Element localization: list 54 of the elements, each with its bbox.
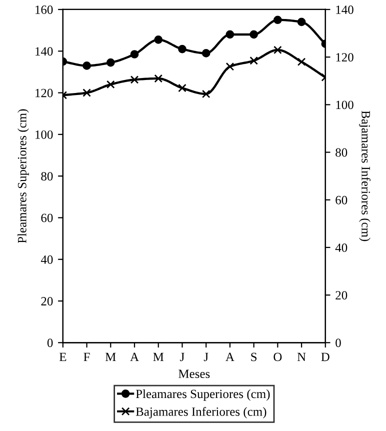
point <box>82 88 91 97</box>
x-tick-label: J <box>204 352 208 362</box>
point <box>106 58 115 67</box>
x-tick-label: A <box>226 352 234 362</box>
x-axis-title: Meses <box>178 370 210 378</box>
point <box>154 74 163 83</box>
x-tick-label: S <box>251 352 257 362</box>
x-tick-label: M <box>153 352 164 362</box>
point <box>154 36 163 44</box>
y-axis-title: Pleamares Superiores (cm) <box>18 109 29 244</box>
point <box>226 30 234 39</box>
point <box>202 49 210 58</box>
y-tick-label: 20 <box>41 297 53 306</box>
y-tick-label: 120 <box>36 88 53 98</box>
point <box>130 50 139 58</box>
y2-tick-label: 60 <box>336 196 348 204</box>
y2-tick-label: 140 <box>336 6 354 14</box>
x-tick-label: O <box>274 352 282 362</box>
point <box>202 90 210 98</box>
point <box>106 80 115 89</box>
x-tick-label: D <box>321 352 330 362</box>
point <box>250 56 258 65</box>
point <box>178 44 186 54</box>
y2-tick-label: 40 <box>335 243 348 252</box>
point <box>130 76 139 84</box>
y2-tick-label: 120 <box>336 53 354 62</box>
point <box>297 18 306 26</box>
point <box>274 16 282 24</box>
x-tick-label: F <box>84 352 90 362</box>
y-tick-label: 60 <box>41 214 53 222</box>
x-tick-label: M <box>105 352 116 362</box>
point <box>297 58 306 66</box>
y2-axis-title: Bajamares Inferiores (cm) <box>359 110 371 242</box>
y2-tick-label: 20 <box>336 291 348 300</box>
x-tick-label: A <box>130 352 139 362</box>
point <box>178 84 186 92</box>
y-tick-label: 40 <box>40 255 53 264</box>
x-tick-label: N <box>297 352 306 362</box>
legend-label: Bajamares Inferiores (cm) <box>136 406 266 418</box>
y-tick-label: 100 <box>36 130 53 139</box>
legend-label: Pleamares Superiores (cm) <box>136 389 270 401</box>
point <box>82 62 91 70</box>
x-tick-label: E <box>59 352 66 362</box>
point <box>250 30 258 39</box>
y2-tick-label: 0 <box>336 338 341 348</box>
point <box>274 46 282 54</box>
y2-tick-label: 100 <box>336 100 354 110</box>
y2-tick-label: 80 <box>336 148 348 157</box>
x-tick-label: J <box>180 352 184 362</box>
y-tick-label: 80 <box>41 172 53 181</box>
y-tick-label: 140 <box>36 47 53 56</box>
y-tick-label: 160 <box>36 6 53 14</box>
point <box>226 62 234 71</box>
y-tick-label: 0 <box>47 338 53 348</box>
